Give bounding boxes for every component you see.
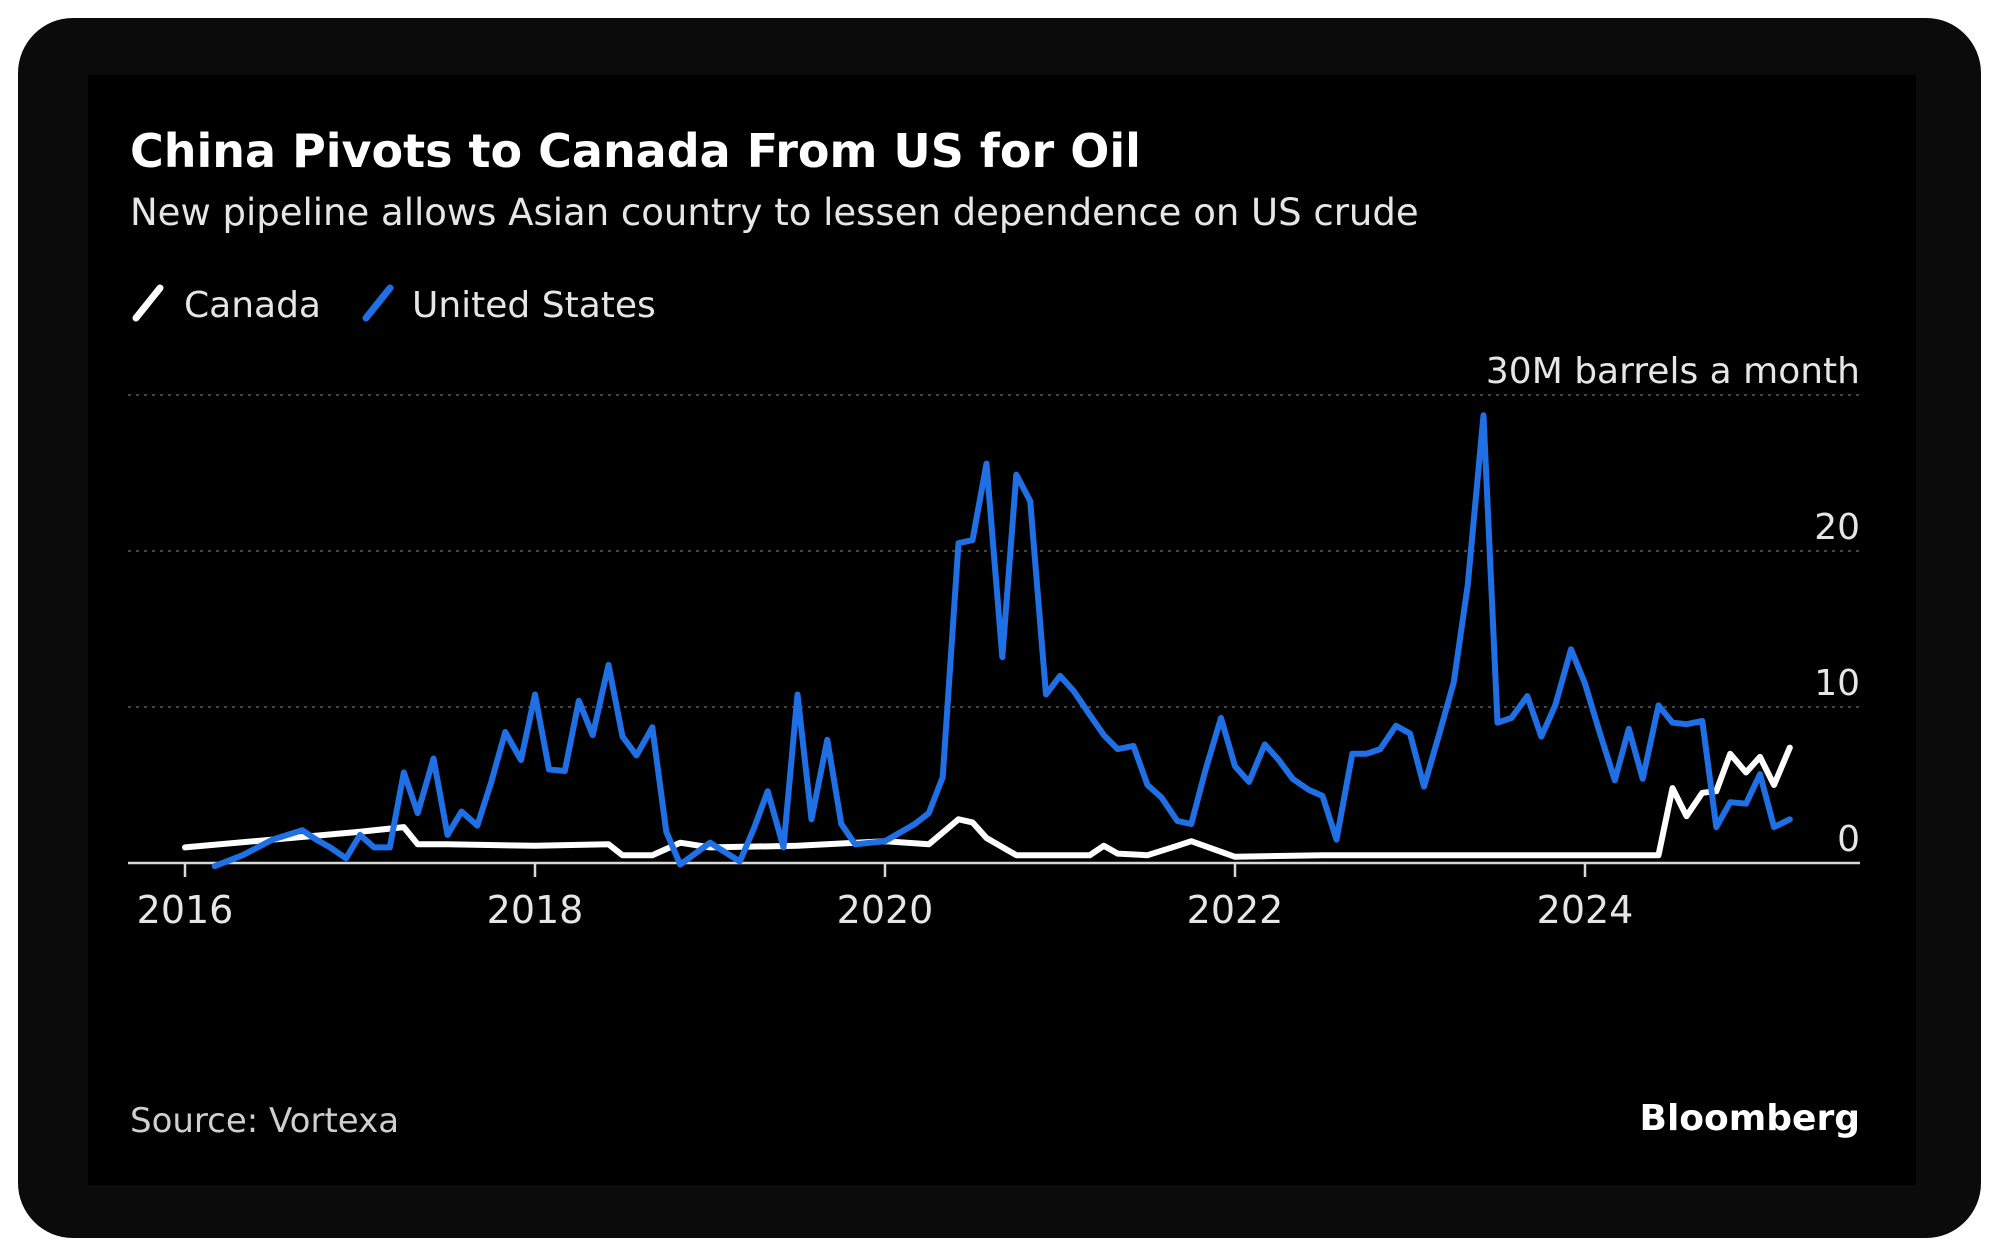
legend-label-canada: Canada (184, 285, 321, 326)
legend-swatch-united-states (362, 284, 394, 322)
series-line-canada (182, 744, 1793, 860)
y-tick-label: 20 (1814, 507, 1860, 548)
legend-swatch-canada (132, 284, 164, 322)
y-tick-label: 30M barrels a month (1486, 351, 1860, 392)
source-note: Source: Vortexa (130, 1101, 399, 1141)
x-tick-label: 2020 (837, 888, 934, 932)
x-tick-label: 2024 (1537, 888, 1634, 932)
x-tick-label: 2016 (137, 888, 234, 932)
x-axis: 2016 2018 2020 2022 2024 (128, 861, 1860, 932)
line-chart: China Pivots to Canada From US for Oil N… (128, 124, 1860, 1141)
legend-label-united-states: United States (412, 285, 656, 326)
gridlines: 0 10 20 30M barrels a month (128, 351, 1860, 860)
legend: Canada United States (132, 284, 656, 326)
y-tick-label: 10 (1814, 663, 1860, 704)
bloomberg-logo: Bloomberg (1640, 1098, 1860, 1139)
series-line-united-states (211, 412, 1793, 870)
y-tick-label: 0 (1837, 819, 1860, 860)
series-lines (182, 412, 1793, 870)
chart-title: China Pivots to Canada From US for Oil (130, 124, 1141, 178)
chart-subtitle: New pipeline allows Asian country to les… (130, 191, 1419, 234)
x-tick-label: 2018 (487, 888, 584, 932)
chart-card: China Pivots to Canada From US for Oil N… (88, 75, 1916, 1185)
x-tick-label: 2022 (1187, 888, 1284, 932)
